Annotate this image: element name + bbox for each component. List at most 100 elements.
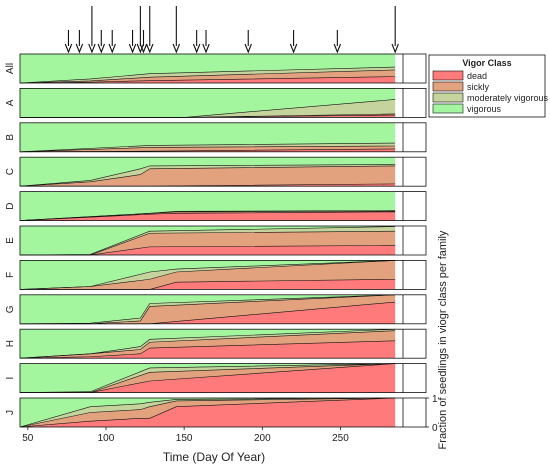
- panel-frame: [19, 259, 427, 290]
- panel-label: C: [5, 168, 16, 175]
- area-vigorous: [20, 157, 396, 187]
- legend-swatch: [432, 92, 464, 103]
- legend-label: sickly: [467, 82, 489, 92]
- panel-j: J: [5, 397, 427, 428]
- panel-frame: [19, 53, 427, 84]
- event-arrow: [139, 30, 148, 54]
- panel-frame: [19, 294, 427, 325]
- panel-frame: [19, 191, 427, 222]
- panel-frame: [19, 122, 427, 153]
- boundary-moderately-vigorous: [19, 66, 396, 84]
- legend-item-dead: dead: [432, 70, 487, 81]
- panel-label: A: [5, 99, 16, 106]
- event-arrow: [333, 30, 342, 54]
- area-dead: [20, 398, 396, 427]
- boundary-moderately-vigorous: [19, 328, 396, 359]
- event-arrow: [64, 30, 73, 54]
- y-axis: 0 1 Fraction of seedlings in viogr class …: [426, 230, 449, 449]
- boundary-sickly: [19, 69, 396, 84]
- event-arrow: [289, 30, 298, 54]
- x-tick-label: 150: [176, 433, 193, 444]
- legend-item-sickly: sickly: [432, 81, 489, 92]
- event-arrow: [192, 30, 201, 54]
- area-dead: [20, 211, 396, 221]
- legend-item-vigorous: vigorous: [432, 103, 502, 114]
- y-tick-label: 0: [432, 423, 438, 434]
- panel-frame: [19, 328, 427, 359]
- event-arrows-group: [64, 6, 399, 54]
- event-arrow: [108, 30, 116, 54]
- panel-f: F: [5, 259, 427, 290]
- area-sickly: [20, 231, 396, 255]
- area-moderately-vigorous: [20, 260, 396, 290]
- panel-frame: [19, 363, 427, 394]
- panel-c: C: [5, 156, 427, 187]
- area-vigorous: [20, 294, 396, 324]
- panels-group: All A B C D E F G H I J: [5, 53, 427, 428]
- panel-label: All: [5, 63, 16, 74]
- panel-label: J: [5, 410, 16, 415]
- panel-label: I: [5, 377, 16, 380]
- boundary-dead: [19, 397, 396, 428]
- legend-label: moderately vigorous: [467, 93, 549, 103]
- boundary-sickly: [19, 165, 396, 187]
- legend-swatch: [432, 70, 464, 81]
- area-dead: [20, 340, 396, 359]
- area-moderately-vigorous: [20, 226, 396, 255]
- panel-g: G: [5, 294, 427, 325]
- panel-d: D: [5, 191, 427, 222]
- x-tick-label: 200: [254, 433, 271, 444]
- panel-label: H: [5, 340, 16, 347]
- panel-b: B: [5, 122, 427, 153]
- boundary-dead: [19, 211, 396, 221]
- area-dead: [20, 148, 396, 152]
- boundary-moderately-vigorous: [19, 397, 396, 428]
- area-sickly: [20, 165, 396, 187]
- boundary-sickly: [19, 397, 396, 428]
- panel-a: A: [5, 88, 427, 118]
- panel-label: D: [5, 202, 16, 209]
- area-vigorous: [20, 363, 396, 393]
- area-moderately-vigorous: [20, 67, 396, 83]
- area-vigorous: [20, 122, 396, 152]
- legend-swatch: [432, 81, 464, 92]
- x-axis: 50 100 150 200 250 Time (Day Of Year): [22, 427, 349, 464]
- legend-swatch: [432, 103, 464, 114]
- event-arrow: [202, 30, 210, 54]
- boundary-moderately-vigorous: [19, 142, 396, 153]
- panel-label: B: [5, 134, 16, 141]
- area-vigorous: [20, 54, 396, 83]
- panel-e: E: [5, 225, 427, 256]
- event-arrow: [146, 6, 154, 54]
- panel-label: F: [5, 272, 16, 278]
- area-vigorous: [20, 329, 396, 359]
- event-arrow: [128, 30, 137, 54]
- area-dead: [20, 183, 396, 187]
- boundary-dead: [19, 76, 396, 84]
- event-arrow: [244, 30, 252, 54]
- legend-label: dead: [467, 71, 487, 81]
- panel-i: I: [5, 363, 427, 394]
- panel-frame: [19, 397, 427, 428]
- boundary-sickly: [19, 145, 396, 153]
- event-arrow: [391, 6, 399, 54]
- x-tick-label: 50: [22, 433, 34, 444]
- event-arrow: [88, 6, 96, 54]
- x-tick-label: 250: [332, 433, 349, 444]
- boundary-moderately-vigorous: [19, 210, 396, 221]
- area-sickly: [20, 260, 396, 290]
- area-sickly: [20, 363, 396, 393]
- area-moderately-vigorous: [20, 143, 396, 152]
- boundary-moderately-vigorous: [19, 363, 396, 393]
- y-tick-label: 1: [432, 394, 438, 405]
- area-sickly: [20, 330, 396, 359]
- area-sickly: [20, 146, 396, 152]
- area-vigorous: [20, 226, 396, 255]
- legend-title: Vigor Class: [462, 58, 511, 68]
- y-axis-label: Fraction of seedlings in viogr class per…: [437, 230, 449, 449]
- area-moderately-vigorous: [20, 363, 396, 393]
- panel-all: All: [5, 53, 427, 84]
- x-tick-label: 100: [98, 433, 115, 444]
- area-sickly: [20, 294, 396, 324]
- panel-frame: [19, 156, 427, 187]
